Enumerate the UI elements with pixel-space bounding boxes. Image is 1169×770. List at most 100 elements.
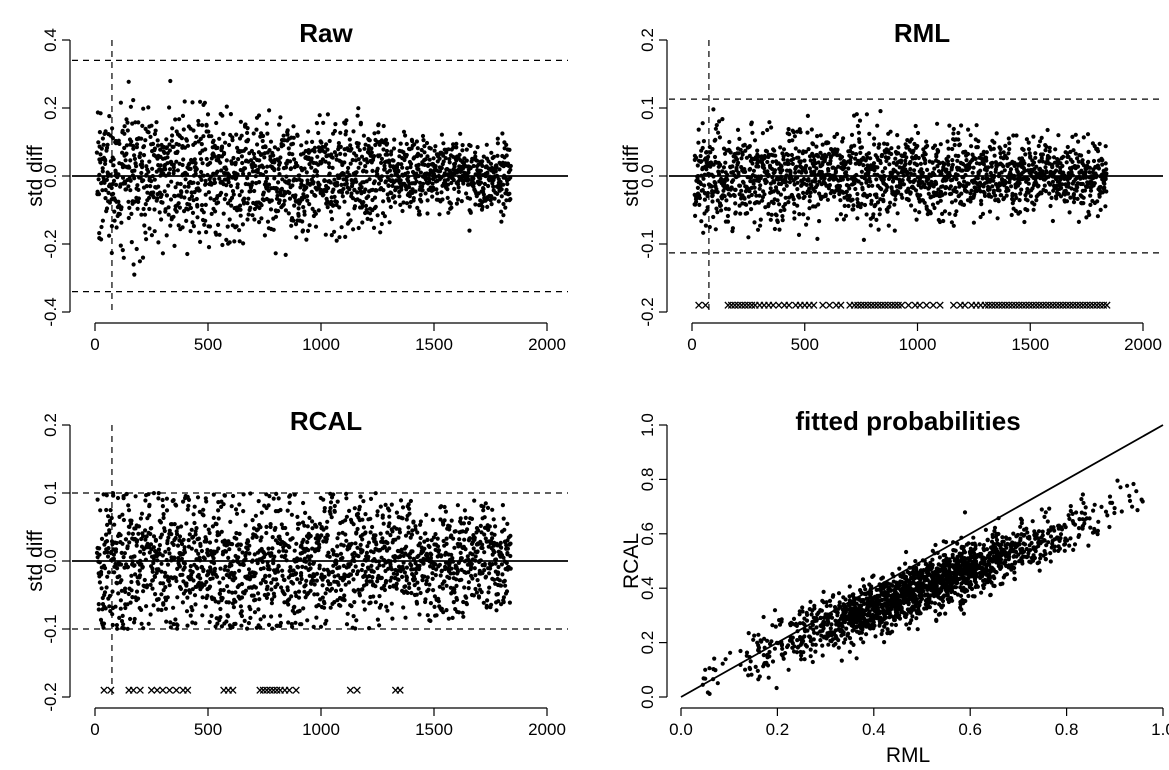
- data-point: [212, 154, 217, 159]
- data-point: [693, 213, 698, 218]
- data-point: [932, 143, 938, 148]
- data-point: [159, 592, 164, 597]
- data-point: [849, 155, 854, 160]
- data-point: [458, 131, 463, 136]
- data-point: [134, 543, 139, 548]
- data-point: [188, 166, 193, 171]
- data-point: [997, 188, 1002, 193]
- data-point: [239, 623, 244, 628]
- x-tick-label-raw: 0: [90, 335, 99, 354]
- data-point: [139, 607, 144, 613]
- data-point: [945, 139, 950, 144]
- data-point: [364, 157, 369, 162]
- data-point: [326, 161, 331, 166]
- data-point: [179, 524, 184, 529]
- data-point: [302, 523, 307, 528]
- data-point: [270, 626, 275, 631]
- data-point: [851, 203, 856, 208]
- data-point: [230, 189, 236, 194]
- data-point: [219, 529, 224, 534]
- data-point: [193, 140, 198, 145]
- data-point: [230, 542, 235, 547]
- data-point: [242, 166, 248, 171]
- data-point: [112, 522, 117, 527]
- data-point: [766, 211, 771, 216]
- data-point: [144, 164, 149, 169]
- data-point: [317, 182, 322, 187]
- data-point: [976, 139, 981, 144]
- data-point: [238, 213, 243, 218]
- data-point: [129, 139, 134, 144]
- data-point: [923, 152, 928, 157]
- data-point: [265, 560, 270, 565]
- data-point: [803, 170, 809, 175]
- data-point: [1048, 182, 1053, 187]
- data-point: [293, 620, 298, 625]
- data-point: [856, 130, 862, 135]
- data-point: [152, 207, 157, 212]
- data-point: [717, 172, 722, 177]
- data-point: [1038, 139, 1043, 144]
- data-point: [744, 202, 749, 207]
- data-point: [701, 139, 707, 144]
- data-point: [132, 199, 137, 204]
- data-point: [287, 190, 292, 195]
- data-point: [147, 159, 152, 164]
- data-point: [273, 214, 279, 219]
- data-point: [197, 509, 202, 514]
- data-point: [966, 127, 971, 132]
- y-tick-label-rml: 0.0: [638, 164, 657, 188]
- data-point: [97, 552, 102, 557]
- data-point: [766, 202, 771, 207]
- data-point: [321, 192, 326, 197]
- data-point: [287, 178, 292, 183]
- data-point: [871, 161, 877, 166]
- data-point: [222, 493, 227, 498]
- data-point: [364, 179, 369, 184]
- data-point: [180, 600, 185, 605]
- data-point: [468, 210, 473, 215]
- data-point: [214, 120, 219, 126]
- data-point: [122, 124, 127, 129]
- cross-marker: [744, 301, 753, 309]
- data-point: [713, 181, 718, 186]
- data-point: [801, 212, 806, 217]
- data-point: [951, 131, 956, 136]
- data-point: [117, 514, 122, 520]
- data-point: [134, 539, 139, 545]
- data-point: [796, 155, 801, 160]
- data-point: [286, 146, 291, 151]
- data-point: [161, 602, 166, 607]
- data-point: [163, 207, 168, 212]
- data-point: [138, 516, 143, 521]
- data-point: [766, 172, 771, 177]
- data-point: [312, 145, 317, 150]
- data-point: [218, 615, 223, 620]
- data-point: [312, 592, 317, 597]
- data-point: [297, 580, 303, 585]
- data-point: [363, 164, 368, 169]
- data-point: [132, 616, 137, 622]
- data-point: [969, 144, 974, 149]
- data-point: [245, 201, 250, 206]
- data-point: [713, 227, 718, 232]
- data-point: [696, 127, 701, 132]
- data-point: [325, 112, 330, 117]
- data-point: [1028, 154, 1033, 159]
- data-point: [439, 165, 444, 171]
- data-point: [807, 166, 813, 171]
- data-point: [239, 581, 245, 587]
- cross-marker: [1042, 301, 1050, 309]
- data-point: [372, 131, 377, 136]
- x-tick-label-rcal: 1500: [415, 720, 453, 739]
- data-point: [304, 185, 309, 190]
- data-point: [696, 140, 701, 145]
- data-point: [501, 201, 506, 207]
- data-point: [211, 492, 216, 497]
- data-point: [199, 157, 204, 162]
- data-point: [464, 191, 469, 196]
- data-point: [269, 198, 274, 203]
- data-point: [172, 194, 178, 199]
- data-point: [253, 174, 258, 179]
- data-point: [107, 604, 112, 609]
